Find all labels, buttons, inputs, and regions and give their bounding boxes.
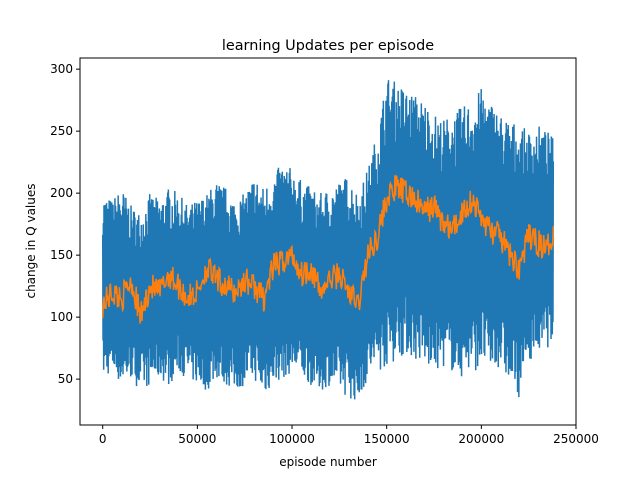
x-tick-label: 200000 — [458, 432, 504, 446]
y-tick-label: 150 — [50, 248, 73, 262]
y-tick-label: 100 — [50, 310, 73, 324]
plot-area — [101, 80, 555, 400]
y-tick-label: 50 — [58, 372, 73, 386]
series-line-raw — [101, 80, 555, 400]
x-tick-label: 150000 — [364, 432, 410, 446]
y-tick-label: 200 — [50, 186, 73, 200]
x-axis-title: episode number — [279, 455, 377, 469]
x-tick-label: 100000 — [269, 432, 315, 446]
x-tick-label: 0 — [99, 432, 107, 446]
y-tick-label: 300 — [50, 62, 73, 76]
x-axis: 0 50000 100000 150000 200000 250000 — [99, 425, 599, 446]
y-axis-title: change in Q values — [24, 183, 38, 298]
plot-frame — [79, 57, 577, 426]
y-axis: 50 100 150 200 250 300 — [50, 62, 80, 386]
series-line-smoothed — [101, 175, 555, 324]
x-tick-label: 50000 — [178, 432, 216, 446]
x-tick-label: 250000 — [553, 432, 599, 446]
y-tick-label: 250 — [50, 124, 73, 138]
chart-title: learning Updates per episode — [222, 38, 434, 54]
